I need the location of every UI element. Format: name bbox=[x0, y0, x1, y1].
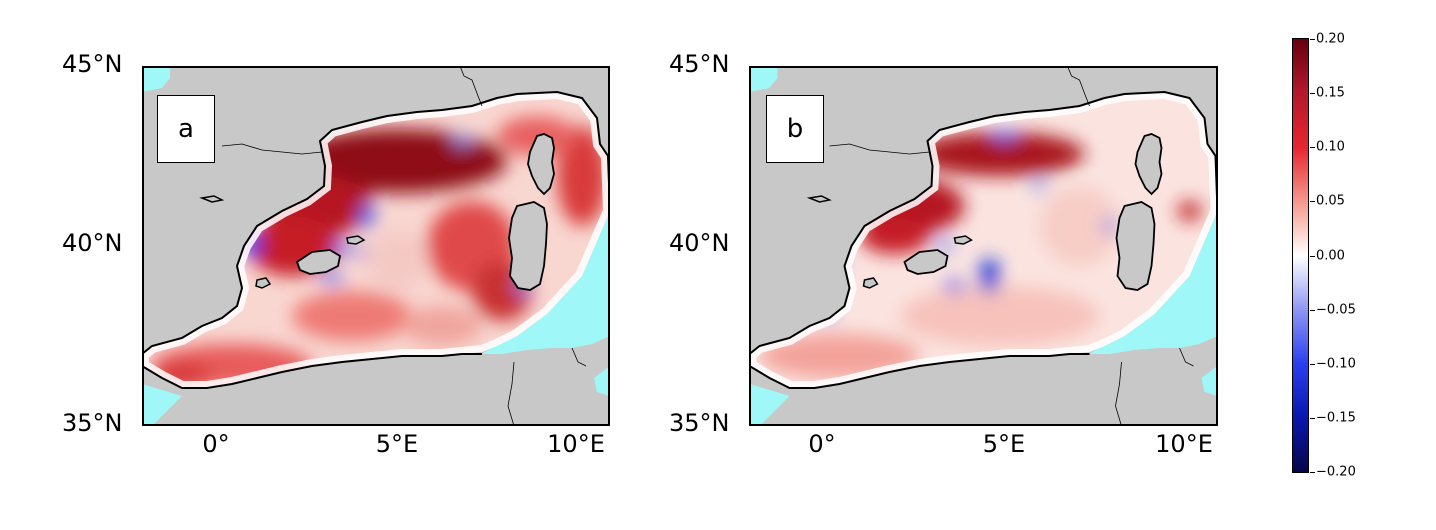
colorbar-tick-mark bbox=[1310, 309, 1315, 311]
map-a-svg bbox=[142, 66, 610, 426]
sardinia-island-a bbox=[508, 201, 548, 291]
border-north-africa-b bbox=[1179, 347, 1194, 367]
colorbar-tick-label: 0.20 bbox=[1316, 31, 1345, 47]
border-algeria-tunisia-b bbox=[1115, 361, 1122, 426]
colorbar-tick-label: −0.15 bbox=[1316, 410, 1356, 426]
domain-edge-southwest bbox=[749, 384, 790, 426]
map-panel-b: b bbox=[749, 66, 1218, 426]
domain-edge-southeast-corner bbox=[594, 366, 610, 396]
lon-label-10e-a: 10°E bbox=[547, 430, 605, 458]
menorca-island-a bbox=[346, 235, 366, 245]
colorbar-tick-label: −0.05 bbox=[1316, 302, 1356, 318]
border-france-spain-b bbox=[829, 143, 930, 155]
map-b-svg bbox=[749, 66, 1218, 426]
colorbar-tick-mark bbox=[1310, 93, 1315, 95]
colorbar bbox=[1292, 38, 1309, 473]
lat-label-40-a: 40°N bbox=[62, 229, 123, 257]
border-france-italy-b bbox=[1067, 66, 1090, 107]
small-island-b bbox=[806, 195, 832, 203]
small-island-a bbox=[199, 195, 225, 203]
colorbar-tick-mark bbox=[1310, 255, 1315, 257]
lon-label-0-a: 0° bbox=[202, 430, 230, 458]
panel-label-b: b bbox=[766, 95, 824, 163]
colorbar-tick-mark bbox=[1310, 201, 1315, 203]
lon-label-0-b: 0° bbox=[808, 430, 836, 458]
colorbar-tick-mark bbox=[1310, 363, 1315, 365]
lon-label-5e-b: 5°E bbox=[982, 430, 1026, 458]
map-frame-a bbox=[142, 66, 610, 426]
lat-label-45-a: 45°N bbox=[62, 50, 123, 78]
domain-edge-west bbox=[749, 66, 778, 92]
colorbar-tick-mark bbox=[1310, 472, 1315, 473]
lat-label-35-b: 35°N bbox=[669, 409, 730, 437]
colorbar-tick-label: 0.10 bbox=[1316, 139, 1345, 155]
domain-edge-southeast bbox=[482, 211, 610, 354]
coastline-a bbox=[142, 90, 610, 389]
panel-label-a: a bbox=[157, 95, 215, 163]
mallorca-island-b bbox=[903, 249, 949, 275]
coastline-b bbox=[749, 90, 1218, 389]
lat-label-45-b: 45°N bbox=[669, 50, 730, 78]
ibiza-island-a bbox=[255, 277, 272, 289]
border-algeria-tunisia-a bbox=[507, 361, 515, 426]
border-north-africa-a bbox=[571, 347, 587, 367]
domain-edge-west bbox=[142, 66, 170, 92]
domain-edge-southeast-corner bbox=[1201, 366, 1218, 396]
domain-edge-southeast bbox=[1089, 211, 1218, 354]
border-france-italy-a bbox=[459, 66, 483, 107]
map-panel-a: a bbox=[142, 66, 610, 426]
colorbar-tick-label: 0.15 bbox=[1316, 85, 1345, 101]
sardinia-island-b bbox=[1115, 201, 1156, 291]
map-frame-b bbox=[749, 66, 1218, 426]
corsica-island-a bbox=[527, 133, 555, 196]
lon-label-5e-a: 5°E bbox=[375, 430, 419, 458]
lat-label-35-a: 35°N bbox=[62, 409, 123, 437]
border-france-spain-a bbox=[221, 143, 323, 155]
menorca-island-b bbox=[953, 235, 973, 245]
colorbar-tick-mark bbox=[1310, 417, 1315, 419]
lon-label-10e-b: 10°E bbox=[1155, 430, 1213, 458]
mallorca-island-a bbox=[295, 249, 342, 275]
corsica-island-b bbox=[1134, 133, 1163, 196]
colorbar-tick-label: 0.05 bbox=[1316, 193, 1345, 209]
colorbar-tick-mark bbox=[1310, 39, 1315, 40]
colorbar-tick-label: −0.10 bbox=[1316, 356, 1356, 372]
colorbar-tick-mark bbox=[1310, 147, 1315, 149]
colorbar-tick-label: 0.00 bbox=[1316, 248, 1345, 263]
lat-label-40-b: 40°N bbox=[669, 229, 730, 257]
colorbar-tick-label: −0.20 bbox=[1316, 464, 1356, 480]
ibiza-island-b bbox=[862, 277, 879, 289]
domain-edge-southwest bbox=[142, 384, 182, 426]
